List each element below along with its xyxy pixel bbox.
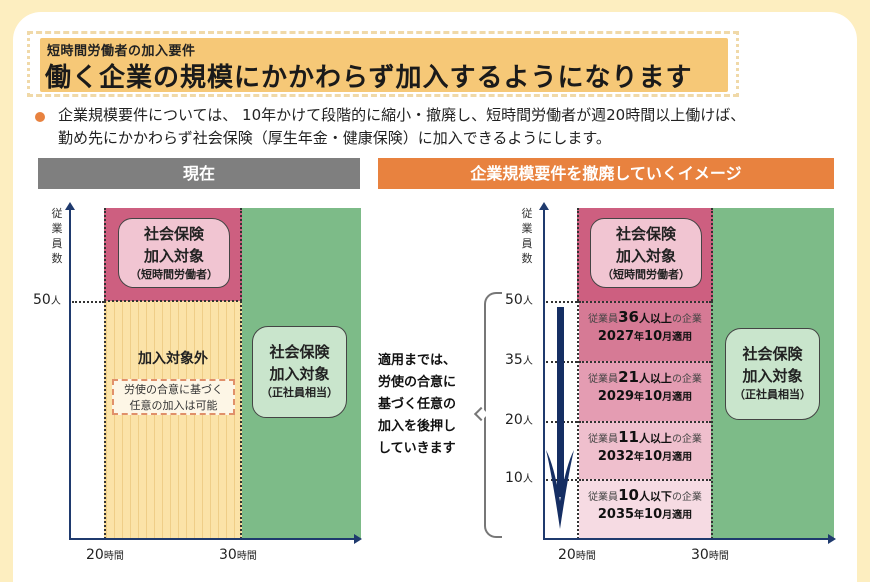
label-line: 社会保険 [742, 345, 803, 363]
right-x-tick-20: 20時間 [558, 547, 596, 563]
right-y-tick-50: 50人 [505, 292, 533, 308]
left-full-time-covered-label: 社会保険 加入対象 （正社員相当） [252, 326, 347, 418]
label-line: （正社員相当） [261, 386, 338, 399]
y-label-char: 員 [521, 237, 533, 250]
note-line: 適用までは、 [378, 353, 457, 368]
label-line: 加入対象 [143, 247, 204, 265]
stage-date: 2027年10月適用 [597, 329, 693, 344]
note-line: 任意の加入は可能 [129, 399, 218, 412]
left-50-boundary [104, 300, 242, 302]
downward-arrow-icon [546, 307, 574, 529]
note-line: 基づく任意の [378, 397, 457, 412]
stage-date: 2035年10月適用 [597, 507, 693, 522]
stage-company-size: 従業員21人以上の企業 [588, 368, 702, 386]
right-y-axis-label: 従 業 員 数 [520, 206, 534, 266]
left-y-axis-label: 従 業 員 数 [50, 206, 64, 266]
stages-region: 従業員36人以上の企業 2027年10月適用 従業員21人以上の企業 2029年… [577, 301, 713, 539]
left-short-time-covered-label: 社会保険 加入対象 （短時間労働者） [118, 218, 230, 288]
y-label-char: 員 [51, 237, 63, 250]
not-covered-region [104, 301, 242, 539]
label-line: 加入対象 [269, 365, 330, 383]
stage-company-size: 従業員10人以下の企業 [588, 486, 702, 504]
voluntary-enrollment-note: 労使の合意に基づく 任意の加入は可能 [112, 379, 235, 415]
label-line: 加入対象 [615, 247, 676, 265]
bullet-dot-icon [35, 112, 45, 122]
left-x-tick-30: 30時間 [219, 547, 257, 563]
left-50-guide [72, 301, 104, 303]
y-label-char: 数 [51, 252, 63, 265]
right-x-tick-30: 30時間 [691, 547, 729, 563]
stage-company-size: 従業員11人以上の企業 [588, 428, 702, 446]
description-line-1: 企業規模要件については、 10年かけて段階的に縮小・撤廃し、短時間労働者が週20… [58, 106, 746, 124]
y-label-char: 業 [51, 222, 63, 235]
left-y-axis [65, 202, 75, 540]
left-x-axis [70, 534, 362, 544]
note-line: 加入を後押し [378, 419, 457, 434]
label-line: （短時間労働者） [602, 268, 690, 281]
left-y-tick-50: 50人 [33, 292, 61, 308]
stage-date: 2029年10月適用 [597, 389, 693, 404]
right-full-time-covered-label: 社会保険 加入対象 （正社員相当） [725, 328, 820, 420]
voluntary-support-note: 適用までは、 労使の合意に 基づく任意の 加入を後押し していきます [378, 350, 456, 460]
y-label-char: 従 [51, 207, 63, 220]
not-covered-title: 加入対象外 [138, 351, 208, 367]
label-line: 加入対象 [742, 367, 803, 385]
description: 企業規模要件については、 10年かけて段階的に縮小・撤廃し、短時間労働者が週20… [58, 104, 745, 150]
stage-2029: 従業員21人以上の企業 2029年10月適用 [579, 361, 711, 421]
note-line: 労使の合意に基づく [124, 383, 223, 396]
description-line-2: 勤め先にかかわらず社会保険（厚生年金・健康保険）に加入できるようにします。 [58, 129, 611, 147]
stage-company-size: 従業員36人以上の企業 [588, 308, 702, 326]
y-label-char: 業 [521, 222, 533, 235]
label-line: （正社員相当） [734, 388, 811, 401]
stage-2027: 従業員36人以上の企業 2027年10月適用 [579, 301, 711, 361]
title-band [40, 38, 728, 92]
note-line: していきます [378, 441, 456, 456]
guide-50 [546, 301, 577, 303]
right-y-axis [539, 202, 549, 540]
right-y-tick-35: 35人 [505, 352, 533, 368]
label-line: （短時間労働者） [130, 268, 218, 281]
section-header-future: 企業規模要件を撤廃していくイメージ [378, 158, 834, 189]
note-line: 労使の合意に [378, 375, 457, 390]
stage-2035: 従業員10人以下の企業 2035年10月適用 [579, 479, 711, 539]
y-label-char: 数 [521, 252, 533, 265]
y-label-char: 従 [521, 207, 533, 220]
right-short-time-covered-label: 社会保険 加入対象 （短時間労働者） [590, 218, 702, 288]
label-line: 社会保険 [143, 225, 204, 243]
title-dashed-frame [27, 31, 739, 97]
right-y-tick-20: 20人 [505, 412, 533, 428]
right-x-axis [544, 534, 836, 544]
page-title: 働く企業の規模にかかわらず加入するようになります [45, 63, 693, 93]
label-line: 社会保険 [615, 225, 676, 243]
left-x-tick-20: 20時間 [86, 547, 124, 563]
label-line: 社会保険 [269, 343, 330, 361]
page-subtitle: 短時間労働者の加入要件 [47, 44, 196, 59]
stage-2032: 従業員11人以上の企業 2032年10月適用 [579, 421, 711, 479]
right-y-tick-10: 10人 [505, 470, 533, 486]
stage-date: 2032年10月適用 [597, 449, 693, 464]
section-header-current: 現在 [38, 158, 360, 189]
